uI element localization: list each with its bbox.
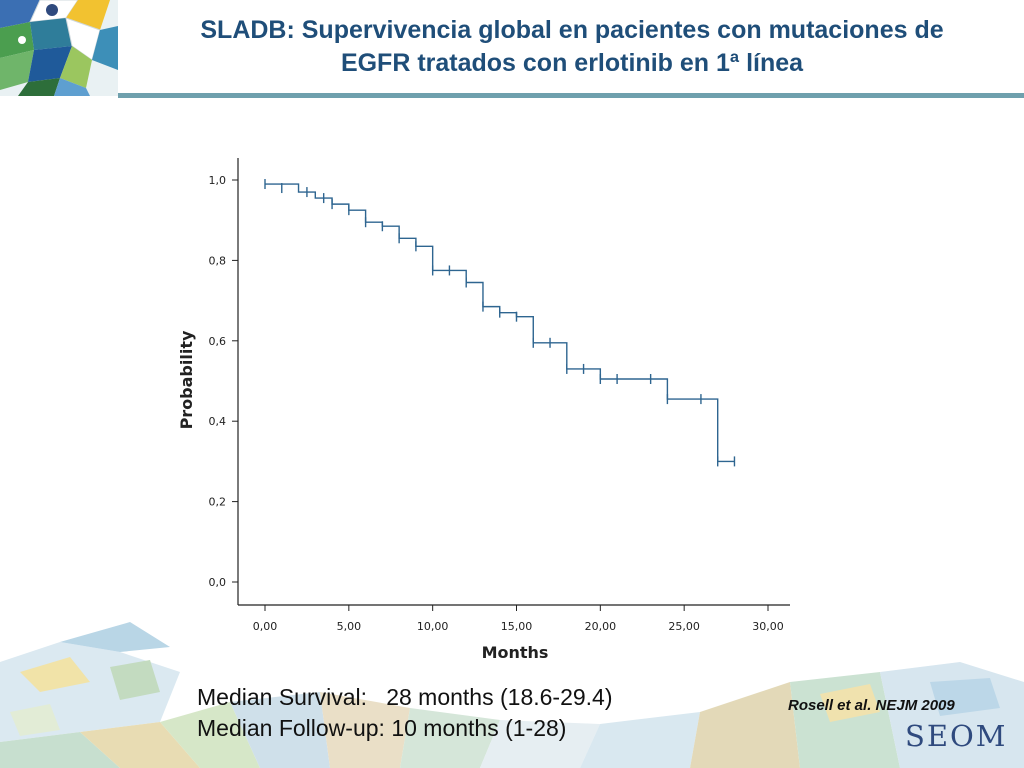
mosaic-logo-icon [0, 0, 118, 96]
x-tick-label: 5,00 [337, 620, 362, 633]
slide-title: SLADB: Supervivencia global en pacientes… [120, 14, 1024, 80]
x-axis-label: Months [482, 643, 549, 662]
y-tick-label: 0,0 [209, 576, 227, 589]
y-tick-label: 0,4 [209, 415, 227, 428]
x-tick-label: 20,00 [585, 620, 617, 633]
chart-axes [237, 158, 790, 606]
survival-summary: Median Survival: 28 months (18.6-29.4) M… [197, 682, 613, 744]
mosaic-banner-icon [0, 622, 1024, 768]
y-tick-label: 0,8 [209, 254, 227, 267]
km-survival-curve [265, 183, 735, 463]
citation: Rosell et al. NEJM 2009 [788, 697, 955, 714]
title-divider [118, 93, 1024, 98]
x-tick-label: 15,00 [501, 620, 533, 633]
slide-title-line-1: SLADB: Supervivencia global en pacientes… [200, 16, 944, 44]
slide-title-line-2: EGFR tratados con erlotinib en 1ª línea [340, 49, 804, 77]
median-follow-up-label: Median Follow-up: [197, 715, 392, 741]
censor-marks [264, 179, 736, 467]
y-axis-label: Probability [177, 330, 196, 429]
y-tick-label: 0,6 [209, 335, 227, 348]
y-tick-label: 1,0 [209, 174, 227, 187]
y-tick-label: 0,2 [209, 496, 227, 509]
chart-ticks: 0,0 0,2 0,4 0,6 0,8 1,0 0,00 5,00 10,00 15,00 20,0… [209, 174, 784, 633]
median-survival-label: Median Survival: [197, 684, 387, 710]
median-survival-row: Median Survival: 28 months (18.6-29.4) [197, 682, 613, 713]
x-tick-label: 25,00 [668, 620, 700, 633]
x-tick-label: 0,00 [253, 620, 278, 633]
seom-brand-logo: SEOM [905, 719, 1008, 753]
x-tick-label: 30,00 [752, 620, 784, 633]
median-follow-up-row: Median Follow-up: 10 months (1-28) [197, 713, 613, 744]
median-follow-up-value: 10 months (1-28) [391, 715, 567, 741]
median-survival-value: 28 months (18.6-29.4) [386, 684, 613, 710]
x-tick-label: 10,00 [417, 620, 449, 633]
